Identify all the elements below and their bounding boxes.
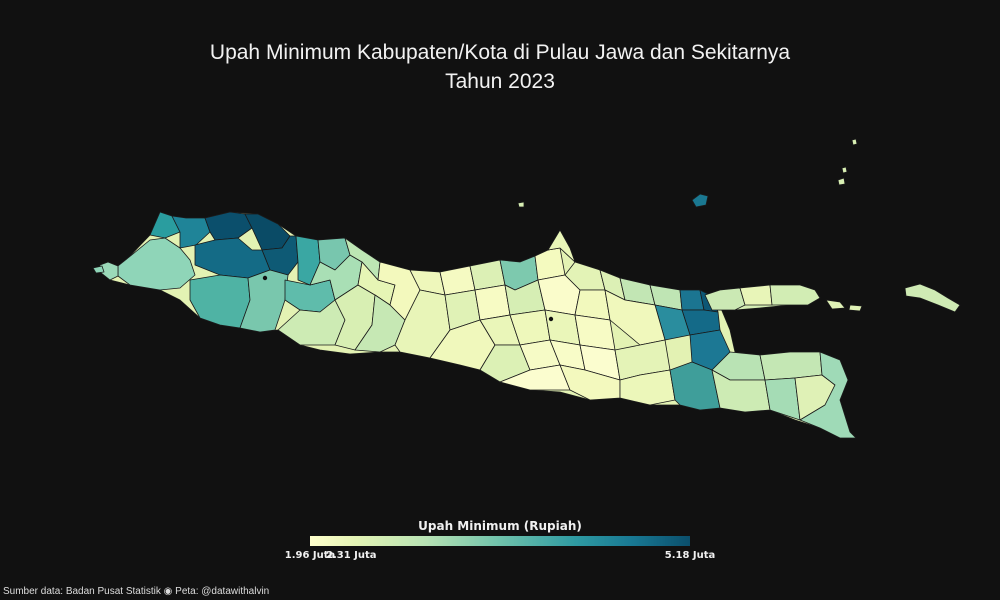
region-bogor: [194, 237, 271, 279]
chart-title: Upah Minimum Kabupaten/Kota di Pulau Jaw…: [0, 38, 1000, 96]
region-kangean-island: [904, 283, 961, 313]
region-islet-north-3: [841, 166, 848, 174]
region-tangerang: [171, 215, 211, 249]
legend-tick-label: 1.96 Juta: [284, 550, 336, 561]
chart-title-line2: Tahun 2023: [445, 70, 555, 93]
region-jepara: [547, 229, 576, 263]
region-islet-west: [92, 265, 105, 274]
region-bangkalan: [704, 287, 746, 311]
region-nusakambangan-island: [825, 299, 846, 310]
region-malang: [669, 361, 721, 411]
region-wonogiri: [499, 364, 571, 391]
region-sapudi-island: [848, 304, 863, 312]
region-serang: [149, 211, 181, 239]
legend-tick-label: 5.18 Juta: [664, 550, 716, 561]
legend-colorbar: [310, 536, 690, 546]
region-sampang: [739, 284, 773, 306]
region-islet-seribu: [517, 201, 525, 208]
region-islet-north: [837, 177, 846, 186]
region-cianjur: [239, 269, 289, 333]
region-jakarta: [204, 211, 253, 241]
region-sumenep: [769, 284, 821, 306]
city-marker-bandung: [262, 275, 268, 281]
region-bawean-island: [691, 193, 709, 208]
region-lebak: [117, 237, 196, 291]
legend-tick-label: 2.31 Juta: [326, 550, 377, 561]
region-sukabumi: [189, 274, 251, 329]
region-banyuwangi: [799, 351, 857, 439]
region-batang: [474, 284, 511, 321]
chart-title-line1: Upah Minimum Kabupaten/Kota di Pulau Jaw…: [209, 41, 791, 64]
source-credit: Sumber data: Badan Pusat Statistik ◉ Pet…: [3, 586, 270, 597]
region-jember: [764, 377, 801, 421]
legend-title: Upah Minimum (Rupiah): [418, 519, 582, 533]
region-islet-north-2: [851, 138, 858, 146]
city-marker-semarang: [548, 316, 554, 322]
region-demak: [534, 247, 566, 281]
